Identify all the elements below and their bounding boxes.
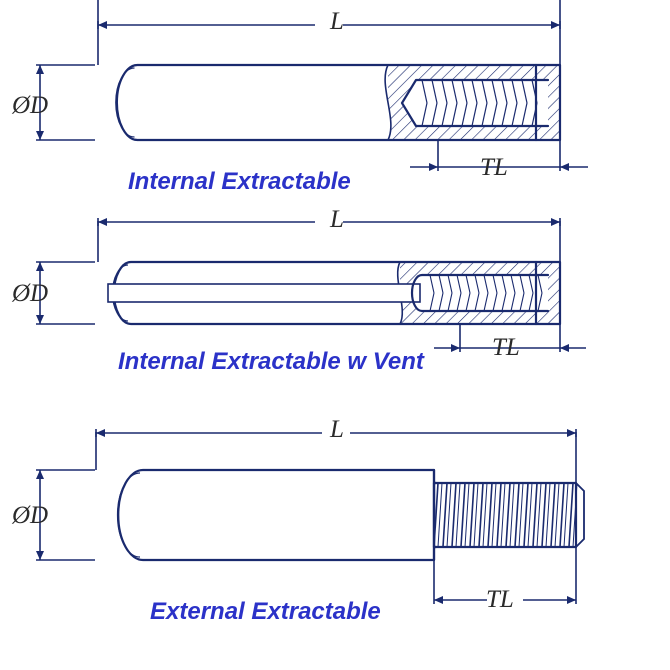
dim-label-tl: TL (486, 586, 514, 614)
dim-label-tl: TL (480, 154, 508, 182)
caption-b: Internal Extractable w Vent (118, 348, 424, 376)
dim-label-d: ØD (12, 502, 48, 530)
dim-label-d: ØD (12, 92, 48, 120)
caption-a: Internal Extractable (128, 168, 351, 196)
dim-label-l: L (330, 8, 344, 36)
dim-label-l: L (330, 416, 344, 444)
dim-label-d: ØD (12, 280, 48, 308)
dim-label-l: L (330, 206, 344, 234)
dim-label-tl: TL (492, 334, 520, 362)
caption-c: External Extractable (150, 598, 381, 626)
